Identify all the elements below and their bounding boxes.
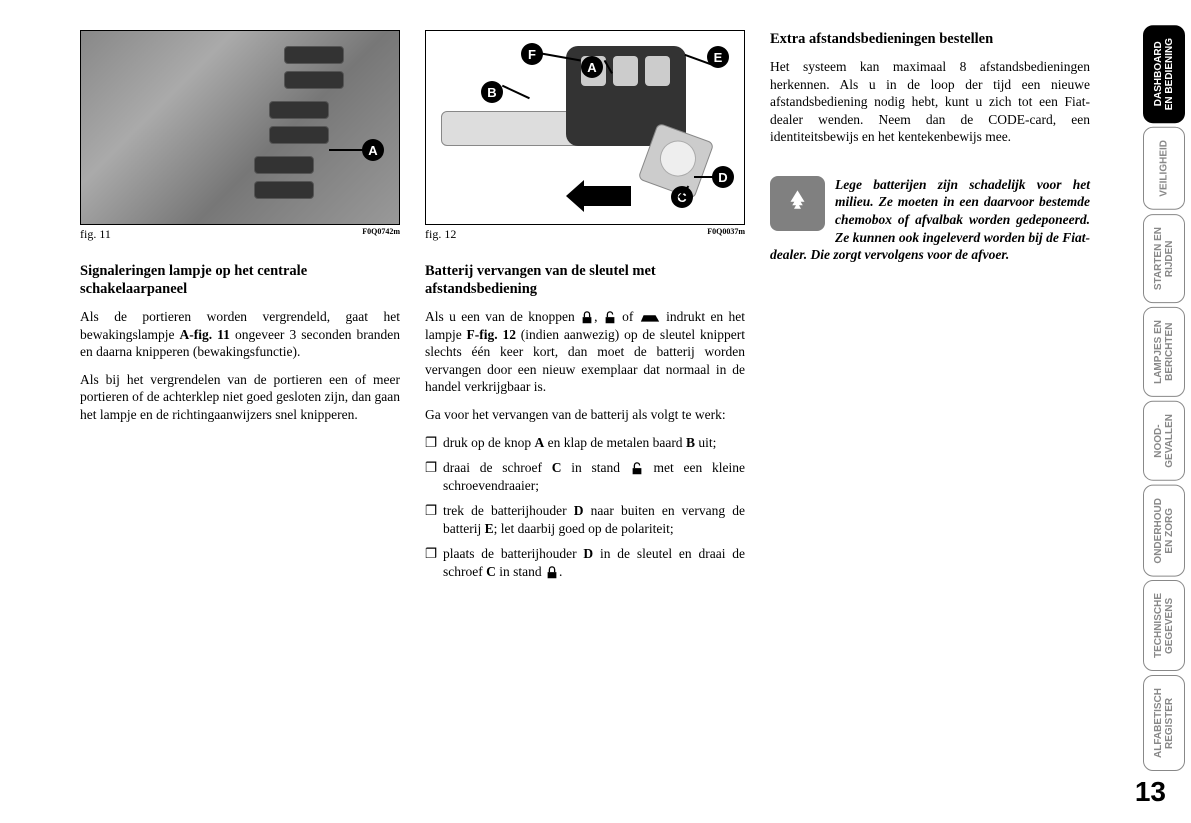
manual-page: A fig. 11 F0Q0742m Signaleringen lampje … <box>0 0 1191 823</box>
col2-p1a: Als u een van de knoppen <box>425 309 580 324</box>
col2-p2: Ga voor het vervangen van de batterij al… <box>425 406 745 424</box>
fig11-caption: fig. 11 F0Q0742m <box>80 227 400 242</box>
tab-lampjes[interactable]: LAMPJES ENBERICHTEN <box>1143 307 1185 397</box>
li1b: en klap de metalen baard <box>544 435 686 450</box>
col2-heading: Batterij vervangen van de sleutel met af… <box>425 262 745 298</box>
tab-onderhoud[interactable]: ONDERHOUDEN ZORG <box>1143 485 1185 577</box>
col2-li4: plaats de batterijhouder D in de sleutel… <box>425 545 745 580</box>
li4c: in stand <box>496 564 545 579</box>
side-tabs: DASHBOARDEN BEDIENING VEILIGHEID STARTEN… <box>1136 0 1191 823</box>
dashboard-illustration <box>81 31 399 224</box>
col2-li1: druk op de knop A en klap de metalen baa… <box>425 434 745 452</box>
column-3: Extra afstandsbedieningen bestellen Het … <box>770 30 1090 803</box>
callout-f: F <box>521 43 543 65</box>
dash-btn-5 <box>254 156 314 174</box>
dash-btn-6 <box>254 181 314 199</box>
col1-heading: Signaleringen lampje op het centrale sch… <box>80 262 400 298</box>
li2a: draai de schroef <box>443 460 552 475</box>
fig12-caption: fig. 12 F0Q0037m <box>425 227 745 242</box>
fig11-label: fig. 11 <box>80 227 111 242</box>
callout-line-a <box>329 149 364 151</box>
key-blade <box>441 111 581 146</box>
col1-p1: Als de portieren worden vergrendeld, gaa… <box>80 308 400 361</box>
column-1: A fig. 11 F0Q0742m Signaleringen lampje … <box>80 30 400 803</box>
li4d: . <box>559 564 562 579</box>
li4a: plaats de batterijhouder <box>443 546 583 561</box>
unlock-icon <box>603 311 617 325</box>
callout-a: A <box>362 139 384 161</box>
col2-p1: Als u een van de knoppen , of indrukt en… <box>425 308 745 396</box>
tab-register[interactable]: ALFABETISCHREGISTER <box>1143 675 1185 771</box>
lock-icon-2 <box>545 566 559 580</box>
dash-btn-4 <box>269 126 329 144</box>
col1-p1-bold: A-fig. 11 <box>180 327 230 342</box>
tab-nood[interactable]: NOOD-GEVALLEN <box>1143 401 1185 481</box>
col3-p1: Het systeem kan maximaal 8 afstandsbedie… <box>770 58 1090 146</box>
arrow-icon <box>581 186 631 206</box>
li3c: ; let daarbij goed op de polariteit; <box>494 521 674 536</box>
key-btn-3 <box>645 56 670 86</box>
page-number: 13 <box>1135 776 1166 808</box>
lock-icon <box>580 311 594 325</box>
col2-p1bold: F-fig. 12 <box>467 327 516 342</box>
callout-c: C <box>671 186 693 208</box>
column-2: A B C D E F fig. 12 F0Q0037m Batterij ve… <box>425 30 745 803</box>
battery-coin <box>655 135 701 181</box>
li3a: trek de batterijhouder <box>443 503 574 518</box>
figure-12: A B C D E F <box>425 30 745 225</box>
figure-11: A <box>80 30 400 225</box>
col2-li3: trek de batterijhouder D naar buiten en … <box>425 502 745 537</box>
dash-btn-2 <box>284 71 344 89</box>
key-btn-2 <box>613 56 638 86</box>
info-text: Lege batterijen zijn schadelijk voor het… <box>770 176 1090 264</box>
callout-d: D <box>712 166 734 188</box>
li1c: uit; <box>695 435 716 450</box>
dash-btn-3 <box>269 101 329 119</box>
li1a: druk op de knop <box>443 435 535 450</box>
tab-dashboard[interactable]: DASHBOARDEN BEDIENING <box>1143 25 1185 123</box>
fig12-code: F0Q0037m <box>707 227 745 242</box>
tab-veiligheid[interactable]: VEILIGHEID <box>1143 127 1185 210</box>
trunk-icon <box>639 311 661 325</box>
col2-li2: draai de schroef C in stand met een klei… <box>425 459 745 494</box>
dash-btn-1 <box>284 46 344 64</box>
li2b: in stand <box>561 460 629 475</box>
col1-p2: Als bij het vergrendelen van de portiere… <box>80 371 400 424</box>
fig12-label: fig. 12 <box>425 227 456 242</box>
line-d <box>694 176 714 178</box>
content-area: A fig. 11 F0Q0742m Signaleringen lampje … <box>0 0 1136 823</box>
unlock-icon-2 <box>630 462 644 476</box>
tab-starten[interactable]: STARTEN ENRIJDEN <box>1143 214 1185 303</box>
callout-b: B <box>481 81 503 103</box>
fig11-code: F0Q0742m <box>362 227 400 242</box>
callout-a2: A <box>581 56 603 78</box>
col3-heading: Extra afstandsbedieningen bestellen <box>770 30 1090 48</box>
tab-technische[interactable]: TECHNISCHEGEGEVENS <box>1143 580 1185 671</box>
line-b <box>502 85 530 99</box>
